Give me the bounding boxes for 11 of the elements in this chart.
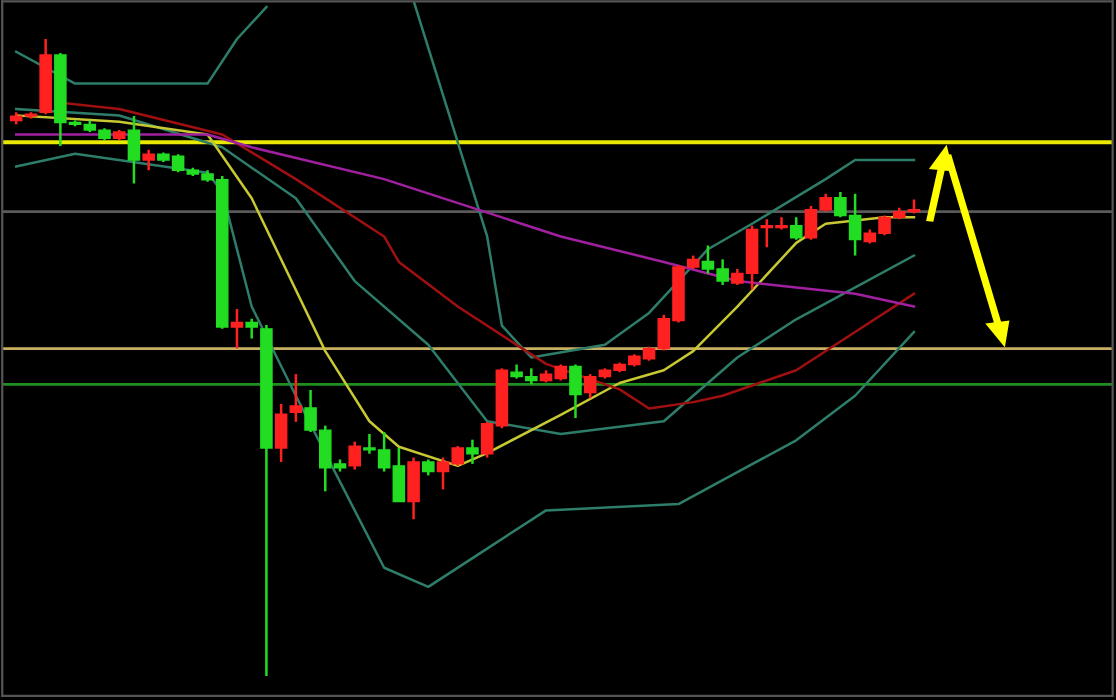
candlestick <box>569 363 582 420</box>
candlestick <box>289 372 303 424</box>
candlestick <box>348 440 361 471</box>
candlestick <box>127 114 141 185</box>
candlestick <box>407 456 420 521</box>
candlestick <box>274 402 288 464</box>
candlestick <box>789 216 803 241</box>
candlestick <box>245 317 258 340</box>
candlestick <box>230 307 244 350</box>
candlestick <box>142 148 155 172</box>
candlestick <box>466 438 479 466</box>
